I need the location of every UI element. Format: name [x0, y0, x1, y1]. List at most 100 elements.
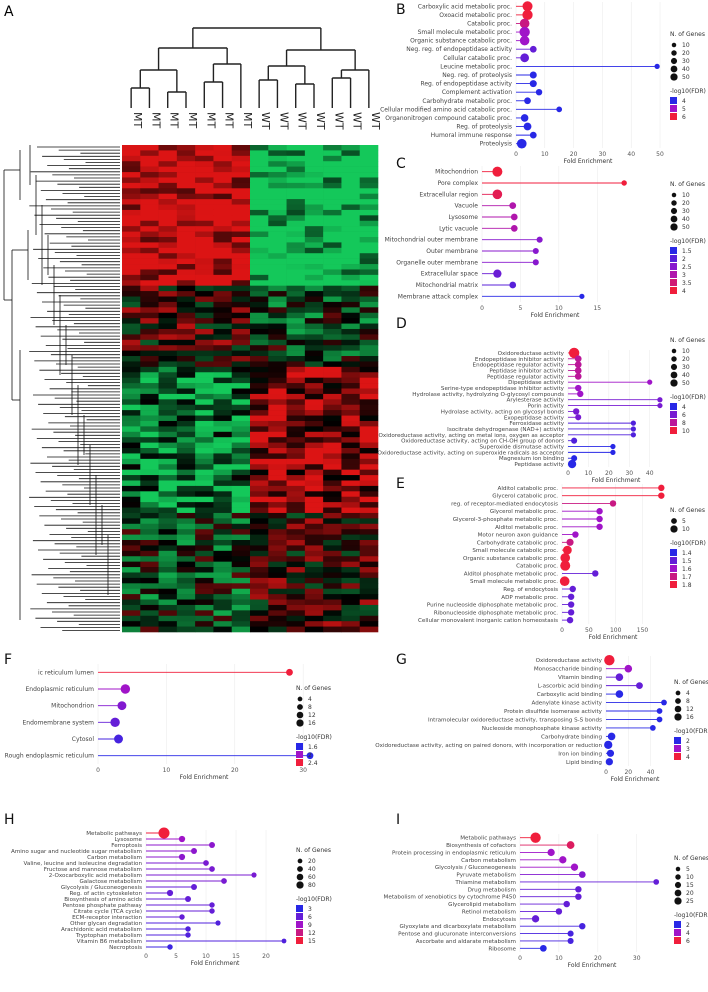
- x-tick-label: 20: [605, 470, 613, 477]
- heatmap-cell: [122, 204, 141, 211]
- size-legend-dot: [671, 192, 677, 198]
- category-label: Tryptophan metabolism: [75, 933, 142, 939]
- heatmap-cell: [323, 182, 342, 189]
- heatmap-cell: [140, 426, 159, 433]
- heatmap-cell: [176, 518, 196, 525]
- heatmap-cell: [323, 264, 342, 270]
- heatmap-cell: [231, 291, 251, 297]
- color-legend-swatch: [670, 403, 677, 410]
- category-label: L-ascorbic acid binding: [538, 684, 603, 690]
- heatmap-cell: [195, 372, 214, 378]
- heatmap-cell: [231, 523, 251, 530]
- heatmap-cell: [140, 236, 159, 243]
- heatmap-cell: [286, 285, 306, 292]
- heatmap-cell: [176, 437, 196, 443]
- heatmap-cell: [176, 410, 196, 416]
- heatmap-cells: [122, 145, 379, 633]
- heatmap-cell: [231, 172, 251, 178]
- heatmap-cell: [122, 567, 141, 573]
- size-legend-label: 40: [682, 216, 690, 223]
- heatmap-cell: [122, 588, 141, 595]
- heatmap-cell: [231, 226, 251, 232]
- category-label: Ascorbate and aldarate metabolism: [416, 939, 516, 945]
- category-label: Mitochondrion: [435, 169, 478, 176]
- heatmap-cell: [268, 496, 287, 503]
- x-tick-label: 20: [231, 767, 239, 774]
- heatmap-cell: [213, 209, 233, 216]
- heatmap-cell: [195, 350, 214, 357]
- heatmap-cell: [122, 442, 141, 449]
- heatmap-cell: [140, 193, 159, 200]
- heatmap-cell: [250, 545, 269, 552]
- heatmap-cell: [158, 253, 178, 259]
- heatmap-cell: [213, 318, 233, 324]
- heatmap-cell: [304, 323, 324, 330]
- heatmap-cell: [140, 415, 159, 422]
- size-legend-label: 12: [308, 712, 316, 719]
- heatmap-cell: [268, 274, 287, 281]
- heatmap-cell: [140, 393, 159, 400]
- category-label: Thiamine metabolism: [454, 880, 516, 886]
- heatmap-cell: [268, 502, 287, 508]
- size-legend-title: N. of Genes: [296, 847, 331, 854]
- heatmap-cell: [158, 339, 178, 346]
- heatmap-cell: [213, 550, 233, 557]
- heatmap-cell: [140, 518, 159, 525]
- heatmap-cell: [304, 328, 324, 335]
- x-axis-label: Fold Enrichment: [611, 776, 660, 783]
- heatmap-cell: [341, 615, 361, 622]
- heatmap-cell: [359, 453, 379, 460]
- heatmap-cell: [122, 301, 141, 308]
- heatmap-cell: [195, 604, 214, 611]
- heatmap-cell: [304, 150, 324, 157]
- heatmap-cell: [158, 199, 178, 205]
- heatmap-cell: [323, 572, 342, 579]
- heatmap-column-label: MT: [186, 112, 199, 128]
- heatmap-cell: [231, 615, 251, 622]
- lollipop-point: [529, 131, 537, 139]
- heatmap-cell: [195, 523, 214, 530]
- category-label: Glycolysis / Gluconeogenesis: [435, 865, 516, 871]
- x-tick-label: 40: [647, 769, 655, 776]
- heatmap-cell: [286, 588, 306, 595]
- heatmap-cell: [176, 453, 196, 460]
- size-legend-label: 20: [682, 200, 690, 207]
- heatmap-cell: [341, 366, 361, 373]
- heatmap-cell: [195, 296, 214, 303]
- heatmap-cell: [231, 242, 251, 249]
- category-label: Small molecule catabolic proc.: [472, 548, 558, 554]
- heatmap-cell: [176, 529, 196, 535]
- heatmap-cell: [268, 431, 287, 438]
- heatmap-cell: [323, 296, 342, 303]
- heatmap-cell: [158, 236, 178, 243]
- heatmap-cell: [176, 236, 196, 243]
- heatmap-cell: [213, 204, 233, 211]
- heatmap-cell: [231, 415, 251, 422]
- category-label: Endopeptidase regulator activity: [473, 363, 565, 369]
- heatmap-cell: [341, 556, 361, 562]
- heatmap-cell: [213, 161, 233, 167]
- size-legend-label: 20: [682, 356, 690, 363]
- heatmap-cell: [231, 496, 251, 503]
- x-axis-label: Fold Enrichment: [191, 960, 240, 967]
- lollipop-point: [569, 585, 576, 593]
- heatmap-cell: [250, 307, 269, 314]
- x-axis-label: Fold Enrichment: [564, 158, 613, 165]
- heatmap-cell: [250, 269, 269, 276]
- heatmap-cell: [304, 383, 324, 389]
- heatmap-cell: [286, 496, 306, 503]
- heatmap-cell: [359, 188, 379, 194]
- heatmap-cell: [158, 550, 178, 557]
- lollipop-point: [531, 915, 540, 923]
- heatmap-cell: [268, 150, 287, 157]
- heatmap-cell: [213, 150, 233, 157]
- heatmap-cell: [122, 577, 141, 584]
- heatmap-column-label: MT: [131, 112, 144, 128]
- color-legend-label: 3: [686, 746, 690, 753]
- heatmap-cell: [341, 172, 361, 178]
- lollipop-point: [610, 443, 616, 450]
- heatmap-cell: [122, 491, 141, 498]
- heatmap-cell: [176, 383, 196, 389]
- heatmap-cell: [268, 345, 287, 351]
